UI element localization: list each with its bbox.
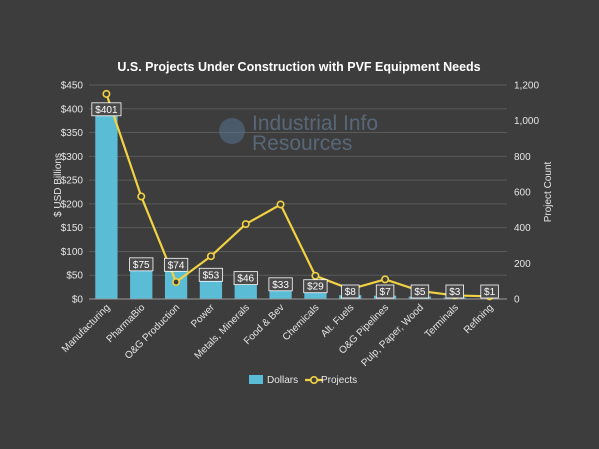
y-left-tick-label: $450 xyxy=(61,81,84,92)
projects-point xyxy=(206,252,215,261)
x-tick-label: Chemicals xyxy=(281,302,322,343)
y-left-tick-label: $300 xyxy=(61,152,84,163)
bar-data-label: $33 xyxy=(272,280,289,291)
y-axis-left-title: $ USD Billions xyxy=(53,153,64,217)
bar-label-box xyxy=(91,102,122,117)
bar-label-box xyxy=(341,284,360,299)
projects-point xyxy=(102,89,111,98)
bar-data-label: $29 xyxy=(307,282,324,293)
y-right-tick-label: 800 xyxy=(514,152,531,163)
projects-point xyxy=(137,192,146,201)
bar-label-box xyxy=(480,284,499,299)
bar-dollars xyxy=(95,108,118,300)
legend: Dollars Projects xyxy=(249,375,357,386)
y-right-tick-label: 200 xyxy=(514,259,531,270)
watermark-line1: Industrial Info xyxy=(252,112,378,135)
y-axis-left-ticks: $0 $50 $100 $150 $200 $250 $300 $350 $400 $450 xyxy=(61,81,84,306)
y-left-tick-label: $250 xyxy=(61,176,84,187)
legend-projects-label: Projects xyxy=(321,375,357,386)
legend-projects-marker xyxy=(309,375,318,384)
y-right-tick-label: 0 xyxy=(514,295,520,306)
y-right-tick-label: 1,200 xyxy=(514,81,539,92)
bar-labels: $401 $75 $74 $53 $46 $33 $29 $8 $7 $5 $3 $1 xyxy=(91,102,499,299)
gridlines xyxy=(89,84,507,276)
bar-label-box xyxy=(303,279,328,294)
bar-data-label: $74 xyxy=(168,260,185,271)
y-left-tick-label: $0 xyxy=(72,295,84,306)
x-tick-label: Refining xyxy=(462,302,496,336)
y-left-tick-label: $50 xyxy=(66,271,83,282)
chart-title: U.S. Projects Under Construction with PV… xyxy=(117,60,480,74)
y-left-tick-label: $200 xyxy=(61,199,84,210)
y-right-tick-label: 1,000 xyxy=(514,116,539,127)
watermark-globe-icon xyxy=(219,118,245,144)
bar-data-label: $75 xyxy=(133,260,150,271)
projects-point xyxy=(276,200,285,209)
bar-label-box xyxy=(129,257,154,272)
bar-dollars xyxy=(130,263,153,299)
bar-label-box xyxy=(233,271,258,286)
bar-label-box xyxy=(268,277,293,292)
legend-dollars-label: Dollars xyxy=(267,375,298,386)
projects-point xyxy=(381,275,390,284)
bar-label-box xyxy=(198,267,224,282)
bar-data-label: $5 xyxy=(414,287,426,298)
projects-point xyxy=(172,278,181,287)
projects-point xyxy=(311,271,320,280)
projects-point xyxy=(241,220,250,229)
watermark: Industrial Info Resources xyxy=(219,112,378,155)
y-right-tick-label: 400 xyxy=(514,223,531,234)
x-tick-label: Manufacturing xyxy=(60,302,113,355)
bar-label-box xyxy=(375,284,395,299)
bar-data-label: $53 xyxy=(203,270,220,281)
watermark-line2: Resources xyxy=(252,132,352,155)
y-left-tick-label: $400 xyxy=(61,104,84,115)
bar-data-label: $3 xyxy=(449,287,461,298)
bar-label-box xyxy=(445,284,464,299)
x-tick-label: Terminals xyxy=(423,302,461,340)
bar-label-box xyxy=(410,284,430,299)
y-axis-right-title: Project Count xyxy=(543,161,554,222)
bar-label-box xyxy=(163,257,189,272)
legend-dollars-swatch xyxy=(249,375,263,384)
y-axis-right-ticks: 0 200 400 600 800 1,000 1,200 xyxy=(514,81,539,306)
y-left-tick-label: $350 xyxy=(61,128,84,139)
bar-data-label: $8 xyxy=(345,287,357,298)
y-right-tick-label: 600 xyxy=(514,188,531,199)
x-tick-label: Pulp, Paper, Wood xyxy=(359,302,426,369)
bar-data-label: $46 xyxy=(237,274,254,285)
y-left-tick-label: $150 xyxy=(61,223,84,234)
bar-data-label: $401 xyxy=(95,105,118,116)
x-tick-label: Power xyxy=(189,302,217,330)
y-left-tick-label: $100 xyxy=(61,247,84,258)
bar-data-label: $1 xyxy=(484,287,496,298)
bar-data-label: $7 xyxy=(380,287,392,298)
